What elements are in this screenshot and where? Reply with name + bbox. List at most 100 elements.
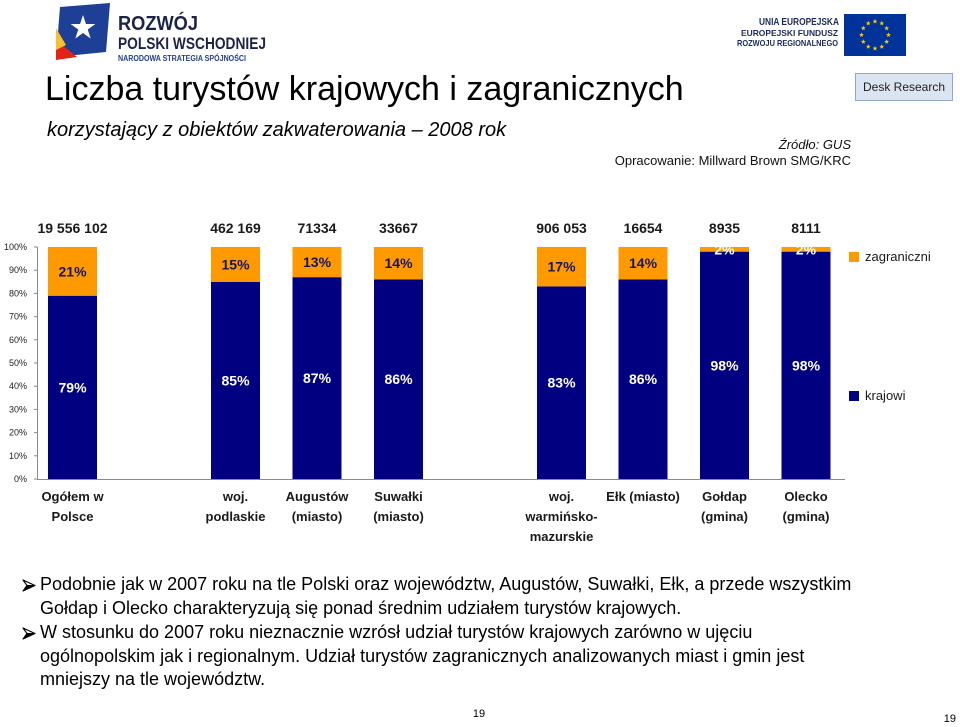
logo-yellow-shape bbox=[56, 28, 66, 50]
data-label-value: 13 bbox=[303, 254, 319, 270]
eu-star-icon bbox=[859, 32, 864, 38]
y-tick-label: 50% bbox=[9, 358, 27, 368]
legend-item-zagraniczni: zagraniczni bbox=[849, 249, 931, 265]
logo-left-line2: POLSKI WSCHODNIEJ bbox=[118, 34, 266, 53]
prepared-by-line: Opracowanie: Millward Brown SMG/KRC bbox=[614, 152, 851, 168]
data-label-value: 86 bbox=[384, 371, 400, 387]
source-line: Źródło: GUS bbox=[778, 137, 851, 152]
bar-segment-krajowi bbox=[48, 295, 97, 479]
eu-flag-icon bbox=[844, 14, 906, 56]
bar-segment-zagraniczni bbox=[537, 247, 586, 287]
data-label-unit: % bbox=[804, 241, 817, 257]
data-label-unit: % bbox=[645, 371, 658, 387]
eu-star-icon bbox=[879, 44, 885, 49]
page-title: Liczba turystów krajowych i zagranicznyc… bbox=[45, 70, 684, 108]
data-label-zagraniczni: 14% bbox=[384, 255, 413, 271]
data-label-zagraniczni: 21% bbox=[58, 263, 87, 279]
y-tick-label: 0% bbox=[14, 474, 27, 484]
data-label-krajowi: 83% bbox=[547, 375, 576, 391]
eu-star-ring bbox=[859, 18, 891, 51]
data-label-value: 79 bbox=[58, 379, 74, 395]
total-count-label: 462 169 bbox=[210, 220, 261, 236]
y-tick-label: 20% bbox=[9, 428, 27, 438]
data-label-unit: % bbox=[563, 375, 576, 391]
total-count-label: 19 556 102 bbox=[37, 220, 107, 236]
legend-swatch-zagraniczni bbox=[849, 252, 859, 262]
data-label-unit: % bbox=[645, 255, 658, 271]
stacked-bar-chart: 0%10%20%30%40%50%60%70%80%90%100%79%21%1… bbox=[4, 220, 845, 484]
data-label-krajowi: 86% bbox=[629, 371, 658, 387]
data-label-unit: % bbox=[237, 256, 250, 272]
data-label-unit: % bbox=[808, 357, 821, 373]
data-label-unit: % bbox=[726, 357, 739, 373]
bullet-text: Podobnie jak w 2007 roku na tle Polski o… bbox=[40, 574, 852, 618]
data-label-zagraniczni: 2% bbox=[796, 241, 817, 257]
bar-segment-zagraniczni bbox=[781, 247, 831, 252]
bullet-list: Podobnie jak w 2007 roku na tle Polski o… bbox=[22, 573, 864, 693]
data-label-unit: % bbox=[237, 372, 250, 388]
logo-right-line2: EUROPEJSKI FUNDUSZ bbox=[741, 28, 838, 38]
category-label: Augustów (miasto) bbox=[285, 489, 349, 524]
logo-star-shape bbox=[70, 15, 96, 39]
data-label-krajowi: 98% bbox=[792, 357, 821, 373]
header-logos: ROZWÓJ POLSKI WSCHODNIEJ NARODOWA STRATE… bbox=[56, 3, 906, 63]
data-label-unit: % bbox=[722, 241, 735, 257]
eu-star-icon bbox=[865, 20, 871, 26]
legend-label-krajowi: krajowi bbox=[865, 388, 906, 403]
eu-star-icon bbox=[879, 20, 885, 26]
data-label-value: 2 bbox=[796, 241, 804, 257]
logo-right-line3: ROZWOJU REGIONALNEGO bbox=[737, 38, 838, 48]
data-label-value: 98 bbox=[792, 357, 808, 373]
category-label: Gołdap (gmina) bbox=[701, 489, 748, 524]
page-subtitle: korzystający z obiektów zakwaterowania –… bbox=[47, 119, 507, 141]
bar-segment-zagraniczni bbox=[48, 247, 97, 296]
bar-segment-zagraniczni bbox=[618, 247, 668, 280]
category-label: Olecko (gmina) bbox=[782, 489, 830, 524]
data-label-value: 21 bbox=[58, 263, 74, 279]
data-label-value: 14 bbox=[384, 255, 400, 271]
category-label: Ogółem w Polsce bbox=[41, 489, 104, 524]
logo-left-line3: NARODOWA STRATEGIA SPÓJNOŚCI bbox=[118, 54, 246, 63]
data-label-zagraniczni: 15% bbox=[221, 256, 250, 272]
bar-segment-krajowi bbox=[781, 251, 831, 479]
slide-number: 19 bbox=[943, 713, 956, 725]
y-tick-label: 100% bbox=[4, 242, 27, 252]
category-label: Suwałki (miasto) bbox=[373, 489, 424, 524]
arrow-bullet-icon bbox=[22, 627, 36, 640]
data-label-unit: % bbox=[319, 254, 332, 270]
data-label-unit: % bbox=[563, 259, 576, 275]
y-tick-label: 90% bbox=[9, 265, 27, 275]
data-label-unit: % bbox=[400, 255, 413, 271]
total-count-label: 71334 bbox=[298, 220, 337, 236]
category-label: woj. warmińsko- mazurskie bbox=[525, 489, 598, 544]
legend-swatch-krajowi bbox=[849, 391, 859, 401]
total-count-label: 8935 bbox=[709, 220, 740, 236]
data-label-krajowi: 98% bbox=[710, 357, 739, 373]
eu-star-icon bbox=[872, 45, 878, 51]
data-label-value: 17 bbox=[547, 259, 563, 275]
bullet-item: Podobnie jak w 2007 roku na tle Polski o… bbox=[22, 573, 864, 620]
total-count-label: 906 053 bbox=[536, 220, 587, 236]
desk-research-badge: Desk Research bbox=[855, 73, 953, 101]
eu-star-icon bbox=[886, 32, 891, 38]
logo-left-line1: ROZWÓJ bbox=[118, 11, 198, 35]
source-note: Źródło: GUS Opracowanie: Millward Brown … bbox=[615, 137, 851, 168]
bar-segment-krajowi bbox=[292, 277, 342, 479]
total-count-label: 16654 bbox=[624, 220, 663, 236]
data-label-unit: % bbox=[74, 379, 87, 395]
arrow-bullet-icon bbox=[22, 579, 36, 592]
y-tick-label: 70% bbox=[9, 312, 27, 322]
data-label-zagraniczni: 13% bbox=[303, 254, 332, 270]
data-label-zagraniczni: 14% bbox=[629, 255, 658, 271]
category-label: woj. podlaskie bbox=[205, 489, 266, 524]
y-tick-label: 80% bbox=[9, 288, 27, 298]
legend-item-krajowi: krajowi bbox=[849, 388, 905, 404]
bullet-item: W stosunku do 2007 roku nieznacznie wzró… bbox=[22, 621, 864, 692]
bar-segment-zagraniczni bbox=[700, 247, 749, 252]
bar-segment-krajowi bbox=[211, 281, 260, 479]
bar-segment-krajowi bbox=[374, 279, 423, 479]
bar-segment-zagraniczni bbox=[374, 247, 423, 280]
category-axis-labels: Ogółem w Polsce woj. podlaskie Augustów (m… bbox=[0, 487, 960, 557]
total-count-label: 33667 bbox=[379, 220, 418, 236]
